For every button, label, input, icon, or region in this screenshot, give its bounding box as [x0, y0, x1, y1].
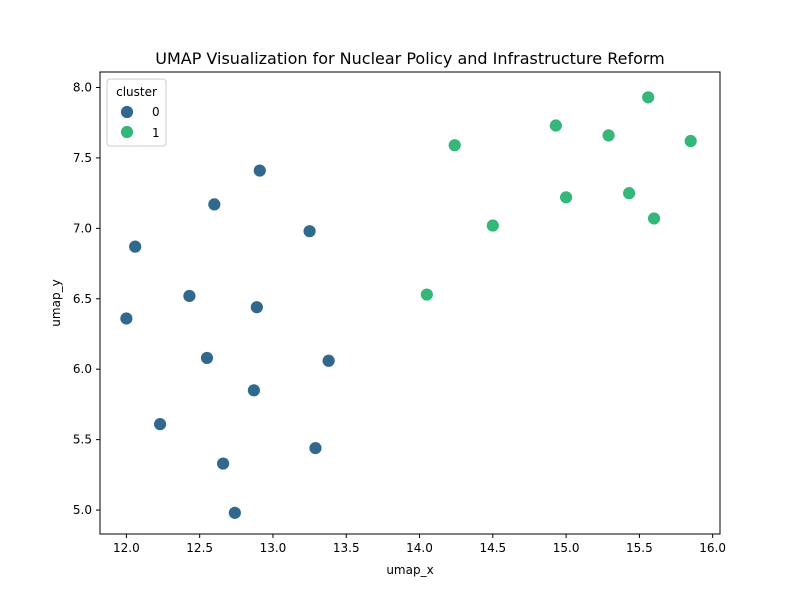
data-point-cluster-0: [119, 311, 134, 326]
plot-frame: [99, 71, 721, 535]
data-point-cluster-1: [548, 118, 563, 133]
data-point-cluster-1: [485, 218, 500, 233]
y-tick-label: 6.0: [73, 362, 92, 376]
x-tick-label: 14.5: [479, 541, 506, 555]
x-tick-label: 15.0: [553, 541, 580, 555]
x-tick-label: 15.5: [626, 541, 653, 555]
data-point-cluster-0: [252, 163, 267, 178]
data-point-cluster-0: [200, 351, 214, 365]
data-point-cluster-1: [647, 211, 661, 226]
x-axis-ticks: 12.0 12.5 13.0 13.5 14.0 14.5 15.0 15.5 16.0: [113, 534, 726, 555]
data-point-cluster-0: [207, 197, 222, 212]
legend-marker-cluster-1: [120, 125, 134, 139]
x-tick-label: 12.5: [186, 541, 213, 555]
x-axis-label: umap_x: [386, 563, 433, 577]
data-point-cluster-1: [641, 90, 656, 105]
y-tick-label: 8.0: [73, 80, 92, 94]
data-point-cluster-1: [447, 138, 462, 153]
y-tick-label: 5.5: [73, 433, 92, 447]
legend-marker-cluster-0: [120, 105, 134, 119]
y-tick-label: 5.0: [73, 503, 92, 517]
data-point-cluster-0: [249, 300, 264, 315]
data-point-cluster-1: [601, 128, 616, 143]
x-tick-label: 14.0: [406, 541, 433, 555]
data-point-cluster-1: [419, 287, 434, 302]
data-point-cluster-0: [308, 441, 323, 455]
data-point-cluster-1: [622, 186, 637, 201]
x-tick-label: 12.0: [113, 541, 140, 555]
data-point-cluster-1: [559, 190, 573, 205]
chart-title: UMAP Visualization for Nuclear Policy an…: [155, 49, 665, 68]
x-tick-label: 13.0: [260, 541, 287, 555]
x-tick-label: 13.5: [333, 541, 360, 555]
y-axis-label: umap_y: [49, 279, 63, 326]
y-tick-label: 6.5: [73, 292, 92, 306]
data-point-cluster-0: [302, 224, 317, 239]
data-point-cluster-1: [683, 134, 698, 148]
y-tick-label: 7.5: [73, 151, 92, 165]
data-point-cluster-0: [182, 289, 197, 303]
data-point-cluster-0: [247, 383, 261, 398]
data-point-cluster-0: [227, 505, 242, 520]
data-point-cluster-0: [321, 353, 336, 368]
data-point-cluster-0: [216, 456, 231, 471]
data-point-cluster-0: [128, 239, 143, 254]
legend: cluster 0 1: [106, 78, 167, 147]
x-tick-label: 16.0: [699, 541, 726, 555]
legend-title: cluster: [116, 85, 157, 99]
data-points: [119, 90, 698, 520]
y-tick-label: 7.0: [73, 221, 92, 235]
legend-label-cluster-0: 0: [152, 105, 160, 119]
legend-label-cluster-1: 1: [152, 126, 160, 140]
data-point-cluster-0: [153, 417, 167, 432]
y-axis-ticks: 5.0 5.5 6.0 6.5 7.0 7.5 8.0: [73, 80, 100, 517]
